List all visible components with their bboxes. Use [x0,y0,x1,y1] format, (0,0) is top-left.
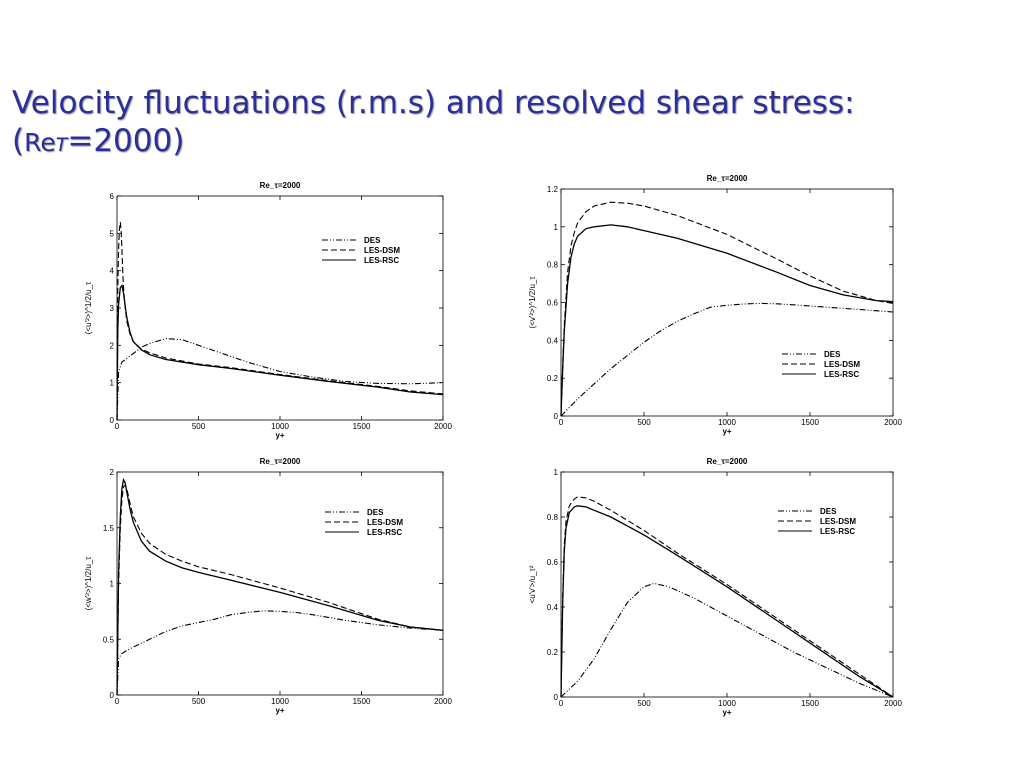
y-axis-label: (<w'²>)^1/2/u_τ [84,556,93,611]
y-tick-label: 0.5 [103,635,115,644]
x-tick-label: 2000 [434,697,452,706]
series-line-les-dsm [560,201,894,417]
legend-label-les-rsc: LES-RSC [820,527,855,536]
x-tick-label: 0 [559,699,564,708]
y-tick-label: 0.6 [547,299,559,308]
series-line-des [116,338,444,421]
slide-title-re: ReT [24,128,67,157]
legend-label-les-dsm: LES-DSM [364,246,400,255]
x-tick-label: 1500 [801,418,819,427]
x-tick-label: 1000 [718,418,736,427]
legend-label-des: DES [364,236,381,245]
y-axis-label: (<v'²>)^1/2/u_τ [528,276,537,329]
legend-label-des: DES [824,350,841,359]
y-tick-label: 1.5 [103,524,115,533]
y-axis-label: (<u'²>)^1/2/u_τ [84,281,93,334]
x-tick-label: 2000 [884,699,902,708]
x-axis-label: y+ [275,706,284,715]
y-tick-label: 1 [554,223,559,232]
x-tick-label: 500 [637,699,651,708]
series-line-des [560,582,894,698]
y-tick-label: 0 [110,416,115,425]
y-tick-label: 0.6 [547,558,559,567]
x-tick-label: 500 [192,697,206,706]
y-tick-label: 0.8 [547,261,559,270]
y-tick-label: 0 [554,412,559,421]
legend-label-des: DES [367,508,384,517]
series-line-les-dsm [560,496,894,698]
x-tick-label: 1500 [353,697,371,706]
series-line-des [560,302,894,417]
chart-title: Re_τ=2000 [260,181,301,190]
legend-label-les-rsc: LES-RSC [824,370,859,379]
slide-title-subscript: T [55,134,68,156]
x-tick-label: 2000 [434,422,452,431]
series-line-les-rsc [116,284,444,421]
series-line-les-rsc [560,505,894,698]
slide-title-tail: =2000) [67,123,185,159]
legend-label-les-dsm: LES-DSM [824,360,860,369]
x-axis-label: y+ [722,708,731,717]
x-tick-label: 1000 [718,699,736,708]
series-line-les-rsc [116,477,444,696]
chart-title: Re_τ=2000 [260,457,301,466]
x-tick-label: 500 [637,418,651,427]
x-axis-label: y+ [275,431,284,440]
legend-label-les-dsm: LES-DSM [820,517,856,526]
y-tick-label: 4 [110,267,115,276]
series-line-des [116,610,444,696]
legend-label-les-rsc: LES-RSC [364,256,399,265]
x-tick-label: 1000 [271,697,289,706]
y-tick-label: 0.4 [547,336,559,345]
y-tick-label: 1 [554,468,559,477]
x-tick-label: 0 [559,418,564,427]
x-tick-label: 1500 [801,699,819,708]
x-tick-label: 0 [115,422,120,431]
x-axis-label: y+ [722,427,731,436]
slide-title: Velocity fluctuations (r.m.s) and resolv… [12,84,1012,164]
x-tick-label: 500 [192,422,206,431]
chart-title: Re_τ=2000 [707,174,748,183]
y-tick-label: 2 [110,341,115,350]
slide-title-text: Velocity fluctuations (r.m.s) and resolv… [12,85,855,159]
y-tick-label: 1 [110,580,115,589]
y-tick-label: 1.2 [547,185,559,194]
series-line-les-rsc [560,224,894,417]
x-tick-label: 1000 [271,422,289,431]
legend-label-des: DES [820,507,837,516]
y-tick-label: 0 [554,693,559,702]
y-axis-label: <u'v'>/u_τ² [528,565,537,603]
y-tick-label: 0.8 [547,513,559,522]
x-tick-label: 1500 [353,422,371,431]
y-tick-label: 0.2 [547,374,559,383]
legend-label-les-rsc: LES-RSC [367,528,402,537]
x-tick-label: 0 [115,697,120,706]
chart-title: Re_τ=2000 [707,457,748,466]
y-tick-label: 0.2 [547,648,559,657]
y-tick-label: 0.4 [547,603,559,612]
y-tick-label: 3 [110,304,115,313]
y-tick-label: 2 [110,468,115,477]
y-tick-label: 6 [110,192,115,201]
y-tick-label: 0 [110,691,115,700]
series-line-les-dsm [116,484,444,696]
y-tick-label: 1 [110,379,115,388]
x-tick-label: 2000 [884,418,902,427]
y-tick-label: 5 [110,229,115,238]
legend-label-les-dsm: LES-DSM [367,518,403,527]
slide-title-re-text: Re [24,128,56,157]
